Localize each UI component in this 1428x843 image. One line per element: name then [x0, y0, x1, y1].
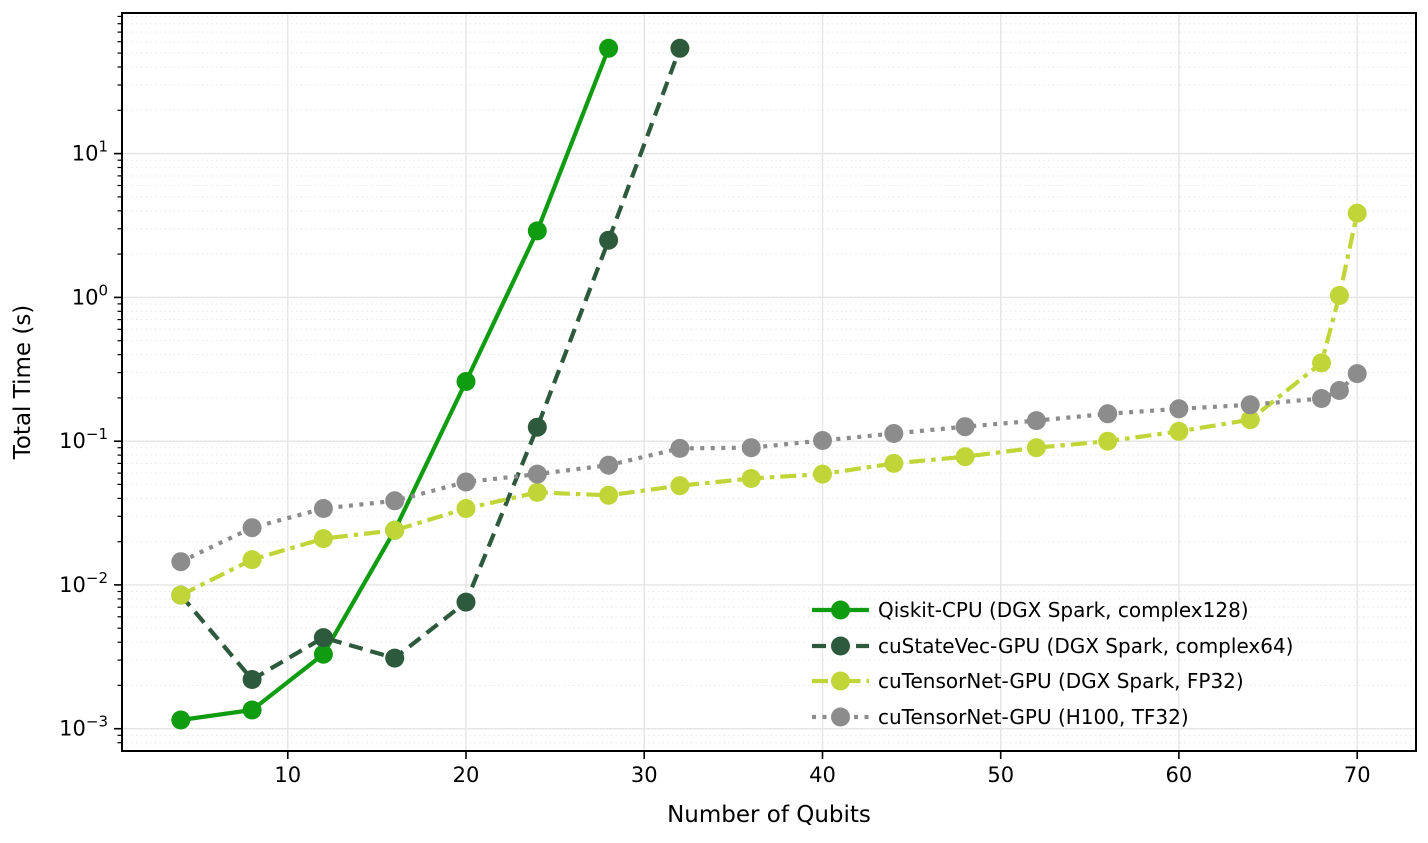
data-point-qiskit-cpu-q28 [599, 38, 619, 58]
series-line-qiskit-cpu [180, 47, 611, 723]
data-point-cutensornet-gpu-dgx-q24 [527, 482, 547, 502]
data-point-cutensornet-gpu-h100-q32 [670, 438, 690, 458]
data-point-cutensornet-gpu-dgx-q4 [171, 585, 191, 605]
data-point-qiskit-cpu-q20 [456, 372, 476, 391]
data-point-cutensornet-gpu-h100-q20 [456, 472, 476, 492]
data-point-cutensornet-gpu-h100-q16 [385, 491, 405, 511]
data-point-cutensornet-gpu-dgx-q56 [1098, 431, 1118, 451]
data-point-cutensornet-gpu-h100-q69 [1329, 381, 1349, 400]
data-point-cutensornet-gpu-h100-q8 [242, 518, 262, 538]
x-tick-label: 20 [453, 763, 480, 787]
legend-label: cuTensorNet-GPU (DGX Spark, FP32) [878, 669, 1244, 693]
data-point-cutensornet-gpu-h100-q44 [884, 424, 904, 443]
y-tick-label: 100 [72, 281, 108, 309]
data-point-custatevec-gpu-q20 [456, 592, 476, 612]
data-point-cutensornet-gpu-dgx-q68 [1312, 353, 1331, 373]
data-point-qiskit-cpu-q8 [242, 700, 262, 720]
series-qiskit-cpu [171, 38, 619, 730]
x-tick-label: 70 [1344, 763, 1371, 787]
data-point-cutensornet-gpu-h100-q24 [527, 464, 547, 484]
data-point-qiskit-cpu-q4 [171, 710, 191, 730]
legend: Qiskit-CPU (DGX Spark, complex128) cuStat… [812, 598, 1293, 729]
x-tick-label: 30 [631, 763, 658, 787]
legend-item-cutensornet-gpu-h100: cuTensorNet-GPU (H100, TF32) [812, 705, 1189, 729]
data-point-cutensornet-gpu-h100-q36 [741, 438, 761, 458]
data-point-custatevec-gpu-q8 [242, 670, 262, 689]
x-tick-label: 60 [1166, 763, 1193, 787]
x-tick-label: 50 [987, 763, 1014, 787]
data-point-cutensornet-gpu-dgx-q28 [599, 485, 619, 505]
x-tick-label: 10 [274, 763, 301, 787]
legend-item-cutensornet-gpu-dgx: cuTensorNet-GPU (DGX Spark, FP32) [812, 669, 1244, 693]
series-cutensornet-gpu-h100 [171, 364, 1367, 572]
series-custatevec-gpu [171, 38, 690, 689]
grid-major [122, 13, 1416, 751]
legend-item-qiskit-cpu: Qiskit-CPU (DGX Spark, complex128) [812, 598, 1249, 622]
data-point-cutensornet-gpu-dgx-q48 [955, 447, 975, 467]
data-point-custatevec-gpu-q28 [599, 230, 619, 250]
legend-marker [831, 707, 850, 727]
legend-item-custatevec-gpu: cuStateVec-GPU (DGX Spark, complex64) [812, 634, 1293, 658]
data-point-cutensornet-gpu-h100-q40 [813, 431, 832, 450]
data-point-qiskit-cpu-q24 [527, 221, 547, 241]
x-tick-labels: 10 20 30 40 50 60 70 [274, 763, 1370, 787]
data-point-cutensornet-gpu-dgx-q60 [1169, 421, 1189, 441]
legend-marker [831, 636, 850, 656]
data-point-cutensornet-gpu-h100-q28 [599, 455, 619, 475]
x-axis-label: Number of Qubits [667, 802, 871, 828]
data-point-cutensornet-gpu-h100-q68 [1312, 389, 1331, 408]
data-point-custatevec-gpu-q32 [670, 38, 690, 58]
data-point-cutensornet-gpu-dgx-q69 [1329, 286, 1349, 305]
legend-label: cuTensorNet-GPU (H100, TF32) [878, 705, 1189, 729]
data-point-custatevec-gpu-q12 [313, 628, 333, 648]
data-point-cutensornet-gpu-h100-q12 [313, 499, 333, 518]
y-tick-label: 10−3 [59, 713, 108, 741]
legend-marker [831, 600, 850, 620]
data-point-cutensornet-gpu-h100-q4 [171, 552, 191, 572]
legend-marker [831, 671, 850, 691]
y-tick-label: 101 [72, 138, 108, 166]
data-point-cutensornet-gpu-h100-q70 [1347, 364, 1367, 384]
y-tick-label: 10−2 [59, 569, 108, 597]
data-point-cutensornet-gpu-dgx-q12 [313, 529, 333, 549]
legend-label: cuStateVec-GPU (DGX Spark, complex64) [878, 634, 1293, 658]
data-point-cutensornet-gpu-dgx-q64 [1240, 410, 1260, 430]
data-point-cutensornet-gpu-dgx-q44 [884, 453, 904, 473]
data-point-cutensornet-gpu-h100-q56 [1098, 404, 1118, 424]
data-point-cutensornet-gpu-dgx-q8 [242, 550, 262, 570]
x-tick-label: 40 [809, 763, 836, 787]
data-point-cutensornet-gpu-h100-q64 [1240, 395, 1260, 415]
series-cutensornet-gpu-dgx [171, 203, 1367, 605]
axis-ticks [114, 15, 1358, 759]
data-point-cutensornet-gpu-dgx-q70 [1347, 203, 1367, 223]
data-point-cutensornet-gpu-dgx-q32 [670, 476, 690, 496]
series-line-custatevec-gpu [179, 47, 682, 683]
data-point-cutensornet-gpu-dgx-q40 [813, 464, 832, 484]
data-point-custatevec-gpu-q16 [385, 648, 405, 668]
data-point-custatevec-gpu-q24 [527, 417, 547, 437]
y-axis-label: Total Time (s) [10, 305, 36, 461]
data-point-cutensornet-gpu-dgx-q20 [456, 499, 476, 518]
data-point-cutensornet-gpu-h100-q52 [1026, 411, 1046, 431]
data-point-qiskit-cpu-q12 [313, 644, 333, 664]
data-point-cutensornet-gpu-h100-q60 [1169, 399, 1189, 419]
legend-label: Qiskit-CPU (DGX Spark, complex128) [878, 598, 1249, 622]
data-point-cutensornet-gpu-dgx-q36 [741, 469, 761, 488]
data-point-cutensornet-gpu-dgx-q52 [1026, 438, 1046, 458]
y-tick-label: 10−1 [59, 425, 108, 453]
data-point-cutensornet-gpu-h100-q48 [955, 417, 975, 437]
plot-frame [121, 12, 1417, 752]
data-point-cutensornet-gpu-dgx-q16 [385, 520, 405, 540]
y-tick-labels: 10−3 10−2 10−1 100 101 [59, 138, 108, 741]
